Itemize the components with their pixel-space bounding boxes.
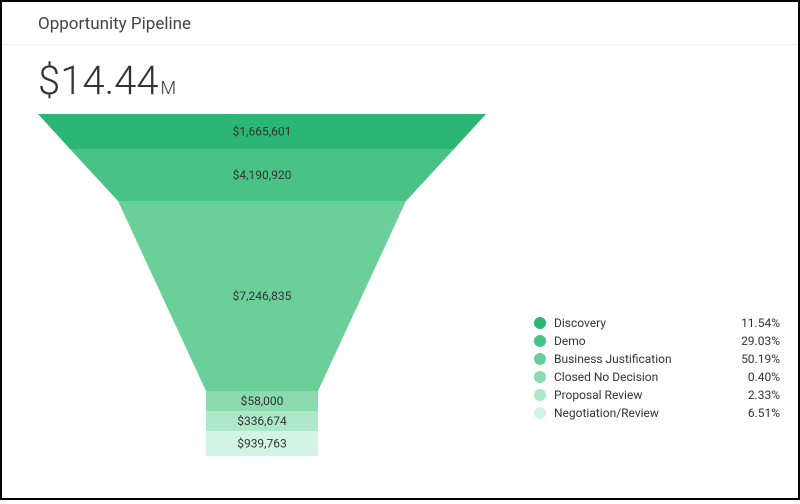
- funnel-segment-label: $336,674: [237, 414, 287, 428]
- page-title: Opportunity Pipeline: [2, 2, 798, 45]
- legend-swatch: [534, 371, 546, 383]
- legend-label: Discovery: [554, 316, 730, 330]
- legend-swatch: [534, 407, 546, 419]
- funnel-segment-label: $939,763: [237, 437, 287, 451]
- legend-swatch: [534, 353, 546, 365]
- total-unit: M: [161, 78, 177, 99]
- legend-item[interactable]: Negotiation/Review6.51%: [534, 406, 784, 420]
- legend-item[interactable]: Demo29.03%: [534, 334, 784, 348]
- legend-label: Closed No Decision: [554, 370, 730, 384]
- funnel-segment-label: $58,000: [241, 394, 284, 408]
- legend-swatch: [534, 317, 546, 329]
- legend-item[interactable]: Closed No Decision0.40%: [534, 370, 784, 384]
- legend-label: Negotiation/Review: [554, 406, 730, 420]
- legend-item[interactable]: Discovery11.54%: [534, 316, 784, 330]
- legend-percent: 6.51%: [730, 406, 784, 420]
- funnel-segment-label: $4,190,920: [233, 168, 292, 182]
- funnel-segment-label: $1,665,601: [233, 125, 292, 139]
- legend-item[interactable]: Business Justification50.19%: [534, 352, 784, 366]
- legend-percent: 0.40%: [730, 370, 784, 384]
- legend-percent: 11.54%: [730, 316, 784, 330]
- total-value: $14.44M: [2, 45, 798, 104]
- legend: Discovery11.54%Demo29.03%Business Justif…: [534, 316, 784, 424]
- legend-swatch: [534, 389, 546, 401]
- legend-label: Business Justification: [554, 352, 730, 366]
- legend-swatch: [534, 335, 546, 347]
- legend-percent: 50.19%: [730, 352, 784, 366]
- funnel-segment-label: $7,246,835: [233, 289, 292, 303]
- legend-percent: 29.03%: [730, 334, 784, 348]
- funnel-chart: $1,665,601 $4,190,920 $7,246,835 $58,000 $33…: [2, 104, 482, 504]
- total-amount: $14.44: [38, 57, 159, 104]
- legend-label: Proposal Review: [554, 388, 730, 402]
- legend-item[interactable]: Proposal Review2.33%: [534, 388, 784, 402]
- legend-label: Demo: [554, 334, 730, 348]
- legend-percent: 2.33%: [730, 388, 784, 402]
